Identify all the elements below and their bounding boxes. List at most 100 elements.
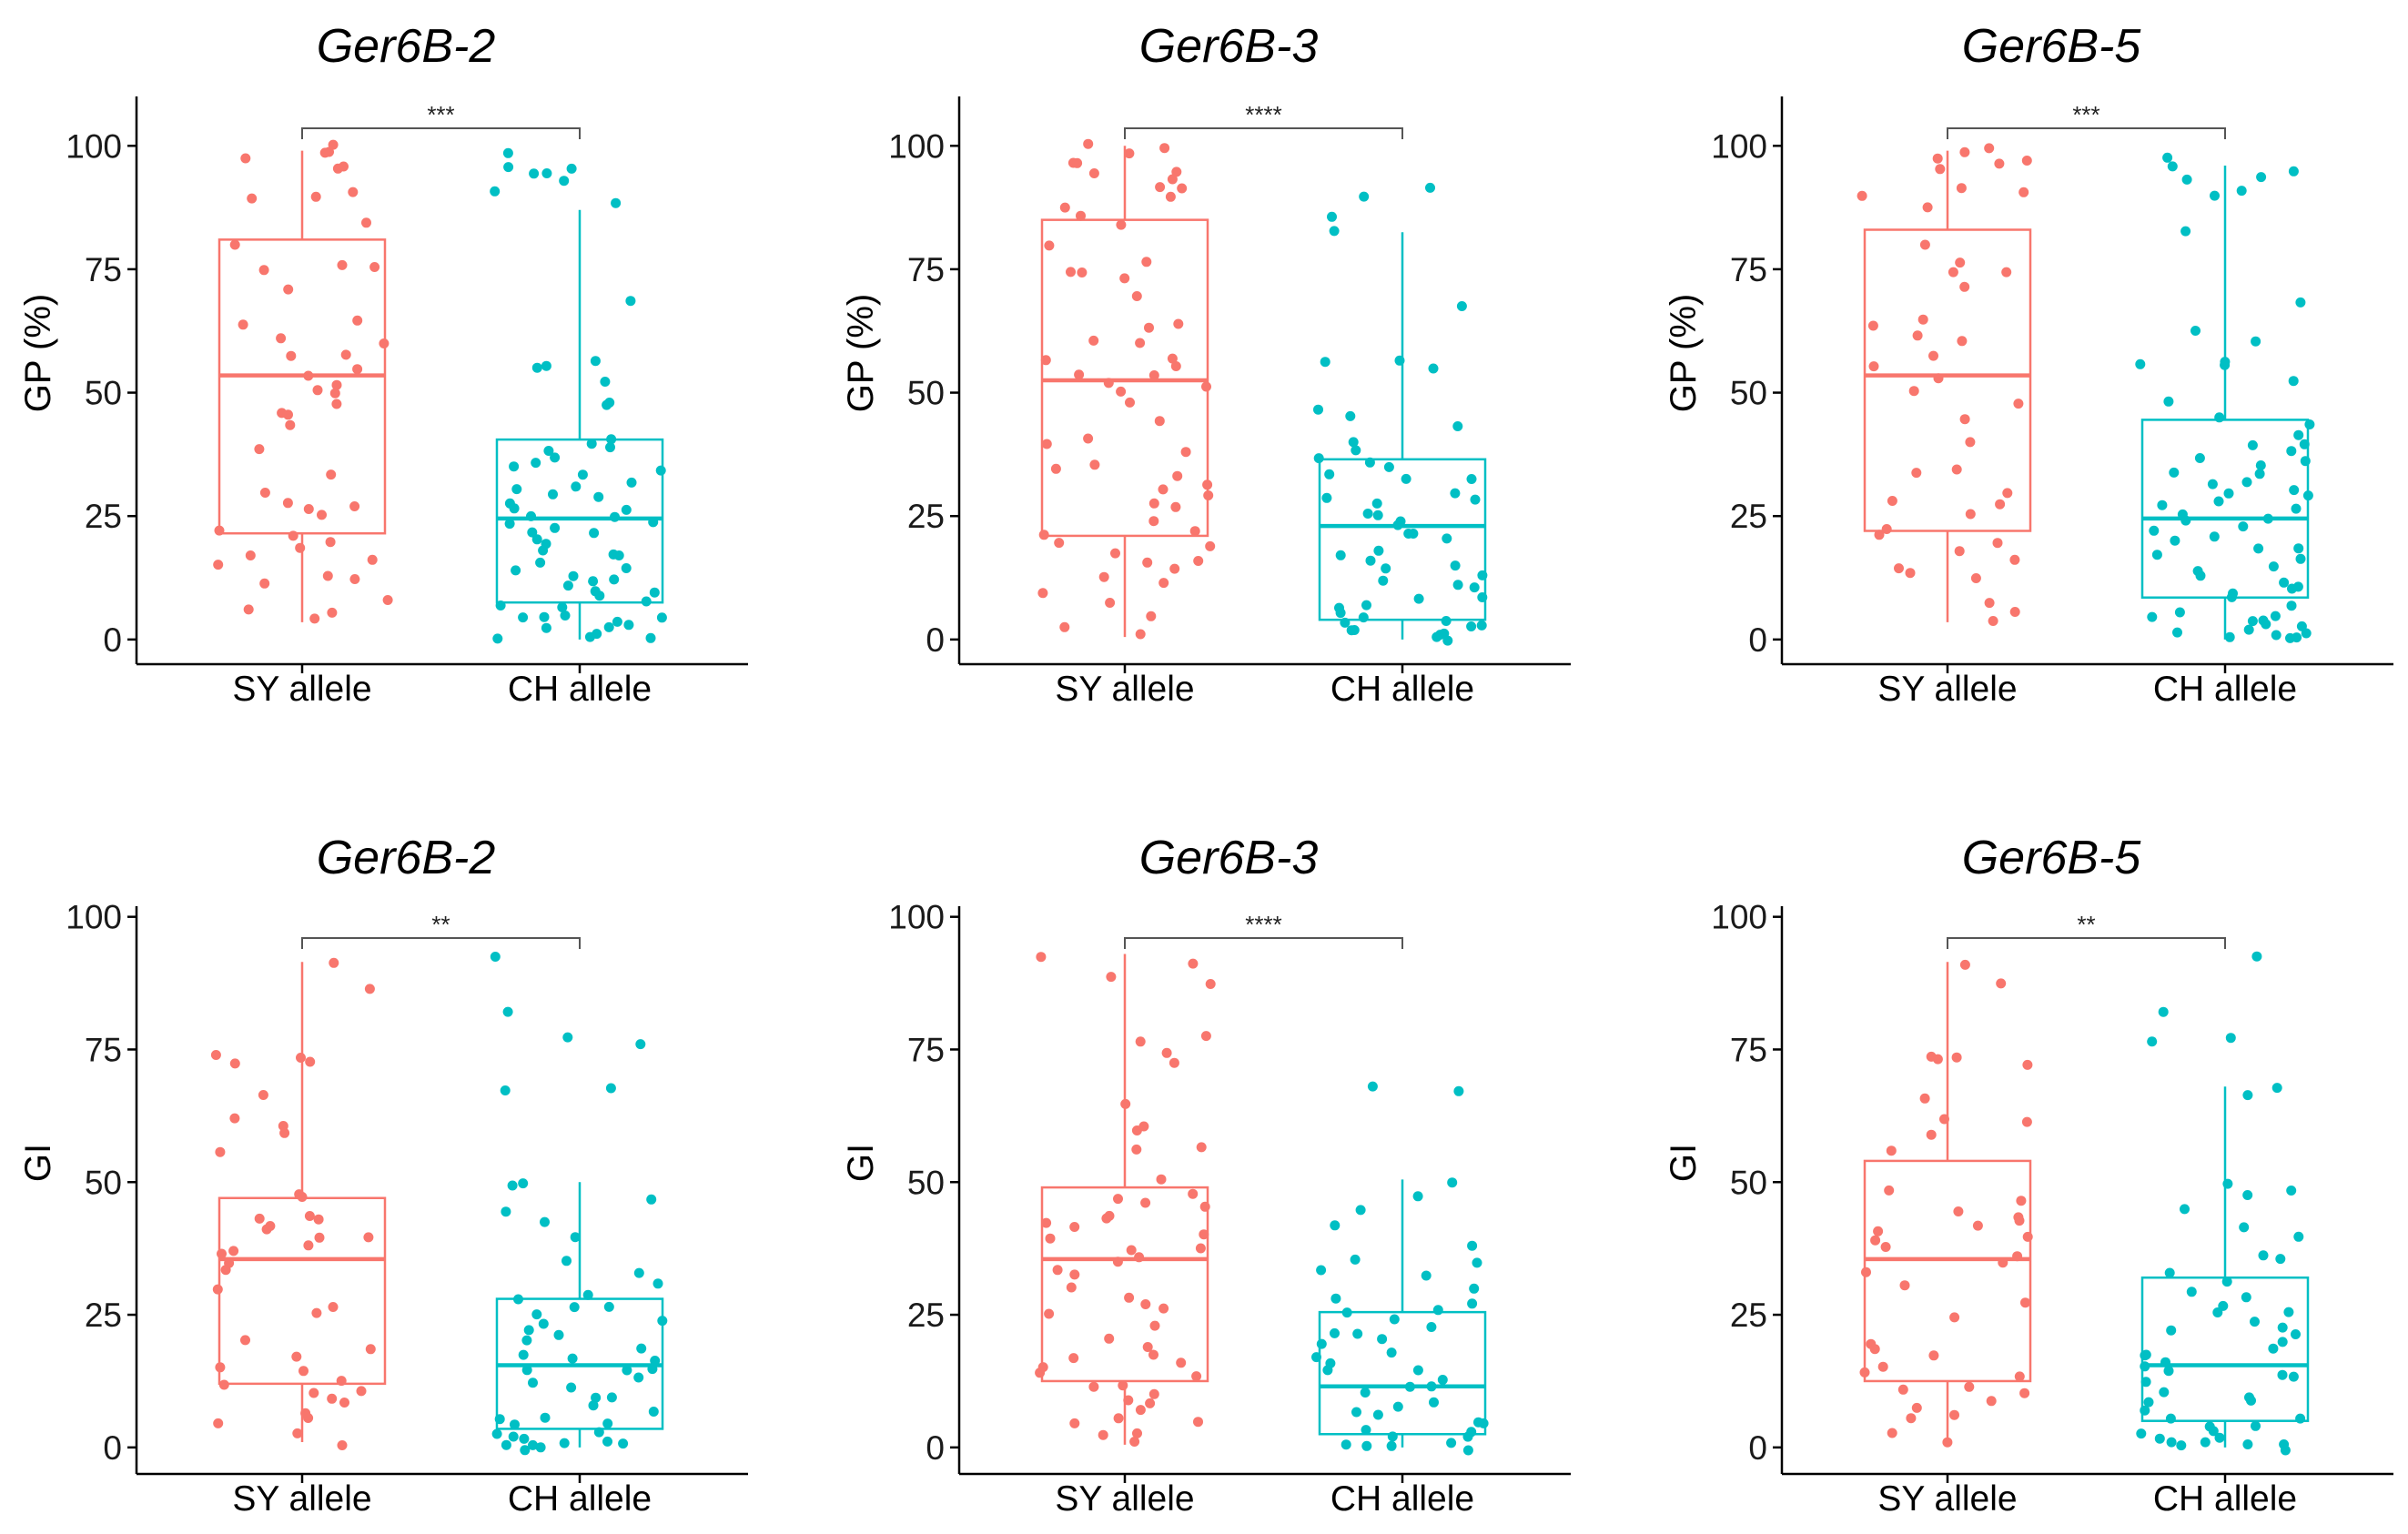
data-point xyxy=(492,633,503,644)
data-point xyxy=(1992,538,2003,549)
data-point xyxy=(1171,167,1182,177)
series-ch xyxy=(1313,182,1488,646)
data-point xyxy=(1191,1371,1202,1382)
data-point xyxy=(1911,468,1922,479)
data-point xyxy=(590,356,601,367)
data-point xyxy=(528,1378,538,1388)
data-point xyxy=(2180,226,2191,237)
data-point xyxy=(1478,1418,1489,1428)
data-point xyxy=(490,952,501,962)
y-tick-label: 75 xyxy=(1730,251,1767,288)
y-tick-label: 100 xyxy=(888,899,945,936)
data-point xyxy=(490,186,501,197)
data-point xyxy=(1195,1243,1206,1254)
data-point xyxy=(2165,1413,2176,1424)
data-point xyxy=(364,984,375,994)
data-point xyxy=(1142,557,1153,568)
data-point xyxy=(229,1058,240,1069)
data-point xyxy=(1462,1445,1473,1456)
data-point xyxy=(261,1224,272,1235)
data-point xyxy=(2256,172,2267,183)
data-point xyxy=(527,527,538,538)
data-point xyxy=(243,604,254,615)
data-point xyxy=(367,554,378,565)
data-point xyxy=(1124,1292,1135,1303)
data-point xyxy=(322,570,333,581)
data-point xyxy=(2279,577,2290,588)
data-point xyxy=(1148,1349,1158,1360)
data-point xyxy=(1083,138,1094,149)
data-point xyxy=(2163,396,2174,407)
data-point xyxy=(535,1442,546,1453)
data-point xyxy=(570,1232,581,1243)
data-point xyxy=(309,1388,319,1398)
data-point xyxy=(259,488,270,498)
data-point xyxy=(361,217,371,228)
data-point xyxy=(1870,1235,1881,1246)
data-point xyxy=(1899,1280,1910,1291)
data-point xyxy=(1467,1298,1478,1309)
data-point xyxy=(326,469,337,480)
panel-title: Ger6B-2 xyxy=(317,832,496,884)
data-point xyxy=(2242,1090,2253,1101)
data-point xyxy=(2268,561,2279,572)
data-point xyxy=(349,501,360,511)
data-point xyxy=(1378,575,1389,586)
box xyxy=(1040,1186,1209,1383)
data-point xyxy=(2180,1204,2190,1215)
data-point xyxy=(1165,191,1176,202)
data-point xyxy=(2136,1428,2147,1439)
data-point xyxy=(531,362,542,373)
series-sy xyxy=(213,139,393,624)
data-point xyxy=(327,1393,338,1404)
data-point xyxy=(1176,1357,1187,1368)
significance-bracket xyxy=(1947,127,2226,139)
data-point xyxy=(339,161,349,172)
data-point xyxy=(212,1284,223,1295)
data-point xyxy=(1125,397,1135,408)
data-point xyxy=(313,1214,324,1225)
data-point xyxy=(312,385,323,396)
data-point xyxy=(1387,1431,1398,1442)
y-axis-title: GP (%) xyxy=(841,294,881,412)
data-point xyxy=(1148,370,1159,380)
data-point xyxy=(1412,1191,1423,1202)
data-point xyxy=(1148,516,1159,527)
data-point xyxy=(2220,359,2231,370)
data-point xyxy=(1120,1098,1131,1109)
data-point xyxy=(1964,1381,1975,1392)
data-point xyxy=(2163,1366,2174,1377)
data-point xyxy=(606,434,617,445)
data-point xyxy=(1173,318,1184,329)
data-point xyxy=(349,574,360,584)
data-point xyxy=(1861,1267,1871,1277)
data-point xyxy=(217,1248,227,1259)
data-point xyxy=(1371,498,1382,509)
data-point xyxy=(618,1438,629,1449)
data-point xyxy=(1442,533,1452,544)
data-point xyxy=(2135,358,2146,369)
data-point xyxy=(1361,1440,1372,1451)
data-point xyxy=(2243,624,2254,635)
data-point xyxy=(636,1343,647,1354)
y-tick-label: 50 xyxy=(85,1164,122,1201)
data-point xyxy=(2255,460,2266,470)
y-axis-title: GP (%) xyxy=(18,294,58,412)
panel-title: Ger6B-3 xyxy=(1139,832,1319,884)
data-point xyxy=(648,517,659,528)
significance-bracket xyxy=(1947,937,2226,949)
data-point xyxy=(305,1056,316,1067)
data-point xyxy=(621,504,632,515)
data-point xyxy=(2207,479,2218,489)
data-point xyxy=(1428,363,1439,374)
data-point xyxy=(508,1431,519,1442)
y-tick-label: 0 xyxy=(1748,621,1767,659)
data-point xyxy=(1044,1308,1055,1319)
data-point xyxy=(1335,550,1346,560)
data-point xyxy=(655,465,666,476)
data-point xyxy=(369,262,380,272)
data-point xyxy=(245,550,256,560)
series-sy xyxy=(1859,959,2033,1448)
data-point xyxy=(1116,219,1127,230)
data-point xyxy=(1911,1402,1922,1413)
